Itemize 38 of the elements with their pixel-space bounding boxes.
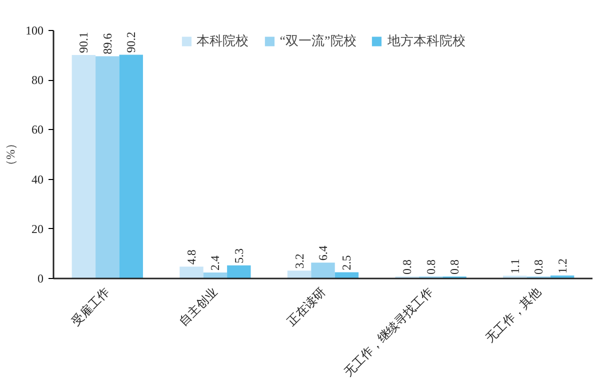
data-label: 90.1 [76, 32, 91, 54]
y-tick-label: 60 [32, 122, 44, 137]
legend-label: 地方本科院校 [387, 32, 466, 50]
bar [311, 262, 335, 278]
data-label: 2.4 [208, 256, 222, 271]
bar [72, 55, 96, 278]
data-label: 5.3 [232, 248, 246, 264]
x-tick-label: 无工作，其他 [482, 284, 544, 346]
data-label: 89.6 [100, 33, 114, 54]
data-label: 0.8 [400, 260, 414, 275]
data-label: 2.5 [340, 255, 354, 270]
data-label: 0.8 [448, 260, 462, 275]
x-tick-label: 正在读研 [284, 284, 328, 328]
x-tick-label: 无工作，继续寻找工作 [340, 284, 436, 380]
bar [119, 54, 143, 278]
y-tick-label: 40 [32, 172, 44, 186]
bar [203, 272, 228, 278]
data-label: 1.2 [555, 258, 570, 274]
legend-label: “双一流”院校 [280, 32, 356, 50]
y-tick-label: 0 [38, 272, 44, 286]
data-label: 0.8 [532, 260, 546, 275]
y-axis-title: （%） [4, 138, 18, 172]
y-tick-label: 100 [26, 24, 44, 38]
bar [180, 266, 204, 278]
y-tick-label: 80 [32, 73, 44, 88]
bar [227, 265, 251, 278]
data-label: 3.2 [292, 254, 306, 269]
bar [96, 56, 120, 278]
data-label: 90.2 [124, 32, 138, 53]
data-label: 6.4 [316, 246, 330, 261]
data-label: 1.1 [508, 258, 522, 274]
x-tick-label: 受雇工作 [68, 284, 112, 328]
y-tick-label: 20 [32, 222, 44, 236]
x-tick-label: 自主创业 [176, 284, 220, 328]
bar [287, 270, 312, 278]
legend-label: 本科院校 [196, 32, 249, 50]
data-label: 4.8 [184, 250, 198, 265]
data-label: 0.8 [424, 260, 438, 275]
